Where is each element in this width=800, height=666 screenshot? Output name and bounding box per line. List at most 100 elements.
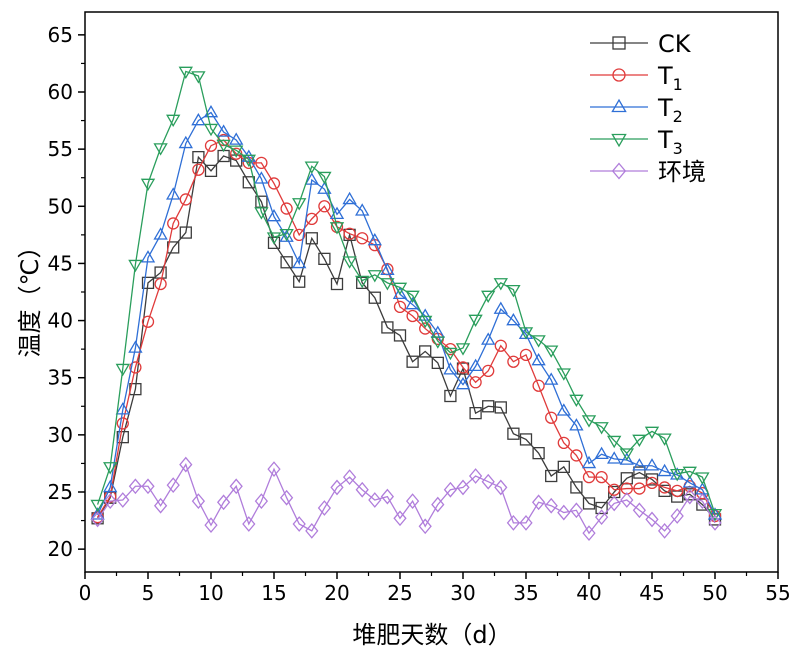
data-point [493,278,508,291]
data-point [305,232,318,245]
x-tick-label: 0 [79,581,92,605]
data-point [115,363,130,377]
data-point [292,198,307,211]
legend-label: T1 [657,62,683,94]
data-point [191,112,206,126]
data-point [141,478,155,495]
data-point [116,417,129,430]
data-point [90,511,105,528]
x-tick-label: 50 [702,581,727,605]
data-point [191,71,206,84]
data-point [153,227,168,240]
data-point [443,362,458,375]
data-point [267,177,281,190]
data-point [658,481,671,494]
data-point [203,123,219,137]
data-point [355,203,370,216]
x-tick-label: 35 [513,581,538,605]
data-point [455,376,471,390]
data-point [141,315,155,328]
data-point [292,516,306,532]
data-point [683,488,697,505]
data-point [545,469,558,483]
y-tick-label: 65 [48,23,73,47]
series-4 [90,456,722,542]
data-point [279,489,294,506]
data-point [267,461,281,478]
data-point [456,479,470,496]
data-point [254,493,269,510]
data-point [393,329,407,342]
data-point [304,172,319,185]
x-tick-label: 40 [576,581,601,605]
y-tick-label: 20 [48,537,73,561]
legend-item: 环境 [590,158,706,186]
data-point [380,278,395,291]
data-point [280,202,293,215]
data-point [569,418,584,431]
data-point [619,448,634,461]
data-point [292,255,307,269]
data-point [469,406,482,420]
data-point [493,301,508,314]
data-point [418,315,433,329]
legend-marker [611,162,627,180]
data-point [342,256,357,269]
data-point [582,470,596,484]
data-point [532,446,545,460]
legend-label: CK [658,30,692,58]
data-point [192,150,205,164]
data-point [330,277,344,291]
data-point [633,466,646,479]
data-point [356,232,369,245]
data-point [116,430,129,444]
data-point [607,435,622,449]
data-point [380,488,395,505]
data-point [468,468,483,484]
data-point [506,312,521,326]
legend-item: T3 [590,126,683,158]
data-point [644,458,660,471]
legend-subscript: 3 [673,139,683,158]
data-point [469,376,482,389]
data-point [645,476,659,490]
data-point [406,309,419,323]
data-point [531,335,546,348]
data-point [116,492,130,508]
legend-label: T3 [657,126,683,158]
data-point [90,499,105,513]
series-line [97,155,716,520]
data-point [695,493,710,510]
data-point [405,296,420,310]
data-point [607,451,622,464]
data-point [318,252,331,266]
data-point [518,327,534,340]
data-point [570,481,583,494]
data-point [468,314,483,328]
data-point [632,502,647,519]
data-point [367,270,382,283]
series-0 [91,149,722,526]
data-point [154,277,167,291]
data-point [192,163,205,176]
data-point [204,139,218,152]
data-point [342,469,357,486]
data-point [519,348,533,362]
legend-label: 环境 [658,158,706,186]
data-point [368,291,381,304]
y-tick-label: 50 [48,194,73,218]
data-point [595,501,608,515]
data-point [166,187,181,200]
x-tick-label: 45 [639,581,664,605]
data-point [368,492,382,508]
series-3 [90,66,723,522]
data-point [380,262,395,276]
x-tick-label: 15 [261,581,286,605]
data-point [481,473,495,490]
y-tick-label: 35 [48,366,73,390]
x-tick-label: 25 [387,581,412,605]
data-point [115,402,130,415]
data-point [329,222,345,235]
data-point [392,282,408,296]
